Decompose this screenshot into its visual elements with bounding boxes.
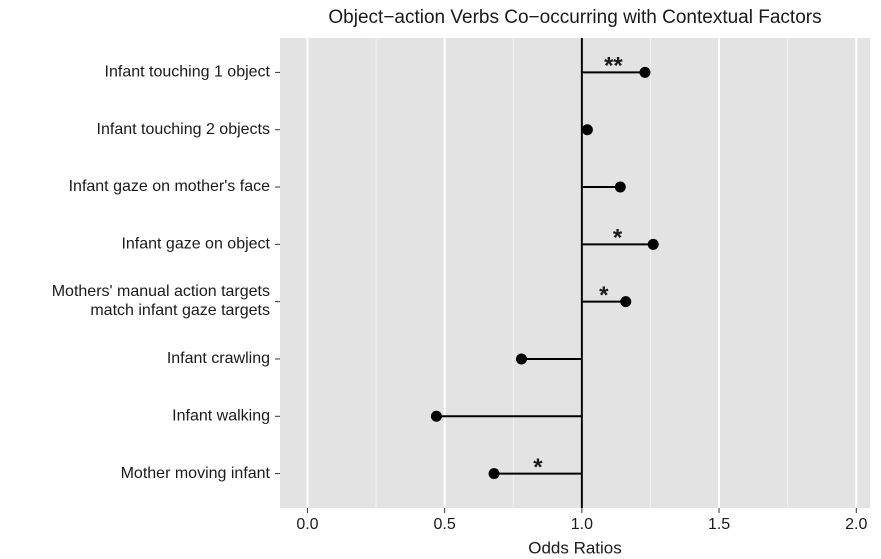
dot: [430, 410, 442, 422]
x-tick-label: 1.0: [571, 516, 593, 533]
dot: [581, 124, 593, 136]
chart-title: Object−action Verbs Co−occurring with Co…: [328, 7, 821, 28]
dot: [639, 66, 651, 78]
dot: [488, 468, 500, 480]
dot: [515, 353, 527, 365]
dot: [614, 181, 626, 193]
y-tick-label: Infant touching 2 objects: [97, 121, 270, 138]
y-tick-label-line: Mothers' manual action targets: [52, 283, 270, 300]
x-tick-label: 2.0: [845, 516, 867, 533]
y-tick-label: Infant gaze on mother's face: [69, 178, 271, 195]
y-tick-label: Infant crawling: [167, 350, 270, 367]
y-tick-label: Mother moving infant: [121, 465, 271, 482]
significance-label: **: [604, 53, 623, 80]
y-tick-label: Infant touching 1 object: [105, 64, 271, 81]
y-tick-label: Infant gaze on object: [121, 236, 270, 253]
y-tick-label: Infant walking: [172, 408, 270, 425]
y-tick-label-line: match infant gaze targets: [90, 302, 270, 319]
y-tick-label: Mothers' manual action targets match infa…: [52, 283, 270, 319]
x-tick-label: 1.5: [708, 516, 730, 533]
dot: [647, 238, 659, 250]
significance-label: *: [613, 225, 623, 252]
x-axis-label: Odds Ratios: [528, 538, 622, 557]
significance-label: *: [533, 454, 543, 481]
plot-panel: [280, 38, 870, 508]
significance-label: *: [599, 282, 609, 309]
x-tick-label: 0.0: [296, 516, 318, 533]
dot: [620, 296, 632, 308]
x-tick-label: 0.5: [434, 516, 456, 533]
